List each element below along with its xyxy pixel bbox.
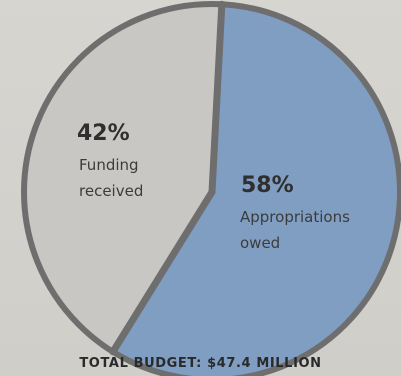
slice-funding-received-label-line-2: received (79, 182, 143, 200)
slice-appropriations-owed-label-line-2: owed (240, 234, 280, 252)
slice-appropriations-owed-label-line-1: Appropriations (240, 208, 350, 226)
slice-funding-received-percent: 42% (77, 121, 130, 146)
pie-slice-divider (208, 0, 226, 196)
pie-slices (21, 0, 401, 376)
pie-slice-funding-received (24, 4, 222, 352)
slice-appropriations-owed-percent: 58% (241, 173, 294, 198)
pie-outline (21, 1, 401, 376)
chart-footer-total-budget: TOTAL BUDGET: $47.4 MILLION (79, 356, 322, 371)
pie-slice-appropriations-owed (112, 4, 401, 376)
pie-slice-divider (109, 188, 216, 356)
slice-funding-received-label-line-1: Funding (79, 156, 139, 174)
